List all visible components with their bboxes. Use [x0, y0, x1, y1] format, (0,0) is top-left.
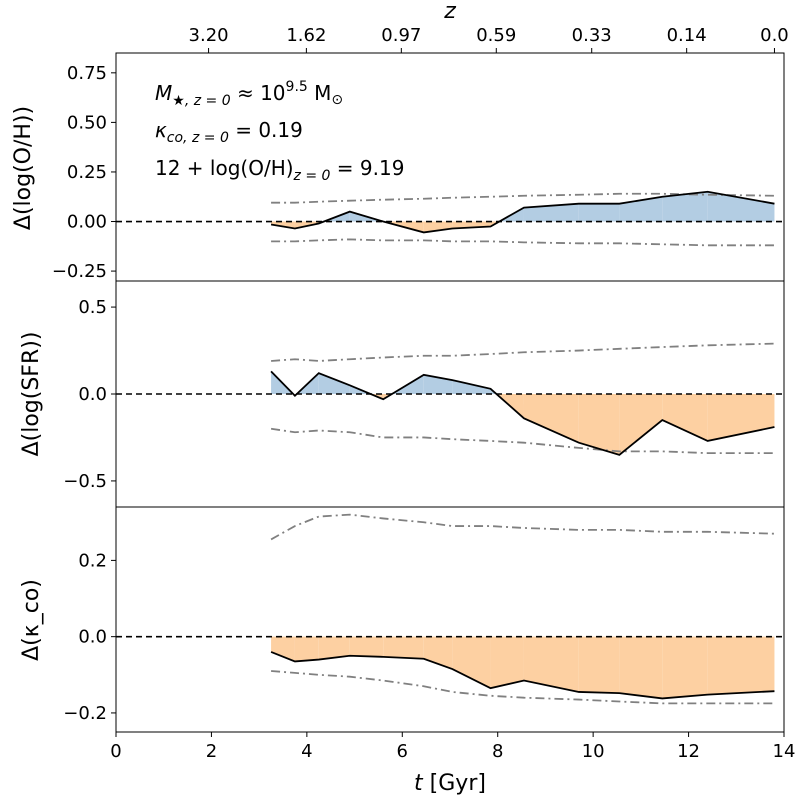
y-axis-label-oh: Δ(log(O/H)) [11, 106, 36, 230]
fill-negative-SFR-8-0 [523, 394, 579, 443]
fill-negative-kappa-12-0 [707, 636, 775, 695]
ztick-label-2: 0.97 [381, 25, 421, 46]
fill-negative-kappa-6-0 [452, 636, 491, 689]
ytick-label-SFR-0: −0.5 [63, 471, 107, 492]
envelope-lower-OH [271, 238, 775, 247]
xtick-label-0: 0 [110, 741, 121, 762]
top-axis-label: z [443, 0, 456, 24]
ytick-label-SFR-2: 0.5 [78, 297, 107, 318]
annotation-mass-unit: M [308, 81, 332, 105]
fill-negative-kappa-2-0 [318, 636, 350, 660]
annotation-mass-prefix: M [155, 81, 172, 105]
xtick-label-4: 8 [492, 741, 503, 762]
fill-negative-kappa-3-0 [349, 636, 384, 657]
fill-negative-kappa-11-0 [662, 636, 708, 699]
y-axis-label-sfr: Δ(log(SFR)) [19, 332, 44, 457]
xtick-label-3: 6 [397, 741, 408, 762]
envelope-upper-kappa [270, 513, 775, 541]
ytick-label-SFR-1: 0.0 [78, 384, 107, 405]
fill-negative-kappa-1-0 [294, 636, 319, 662]
ytick-label-OH-2: 0.25 [67, 162, 107, 183]
ztick-label-3: 0.59 [476, 25, 516, 46]
annotation-metallicity: 12 + log(O/H)z = 0 = 9.19 [155, 156, 404, 184]
ztick-label-5: 0.14 [667, 25, 707, 46]
annotation-mass-sun: ⊙ [331, 92, 343, 108]
annotation-mass-approx: ≈ 10 [231, 81, 286, 105]
fill-negative-kappa-4-0 [383, 636, 424, 659]
fill-negative-SFR-11-0 [662, 394, 708, 441]
xtick-label-6: 12 [677, 741, 700, 762]
data-line-kappa [270, 651, 775, 700]
fill-positive-OH-9-0 [578, 203, 620, 222]
annotation-mass: M★, z = 0 ≈ 109.5 M⊙ [155, 79, 343, 109]
fill-positive-OH-12-0 [707, 191, 775, 222]
panel-OH: −0.25 0.00 0.25 0.50 0.75 [52, 52, 785, 282]
panel-kappa: −0.2 0.0 0.2 [63, 506, 785, 733]
annotation-mass-sub: ★, z = 0 [172, 93, 230, 109]
annotation-kappa-prefix: κ [155, 118, 167, 142]
panel-SFR: −0.5 0.0 0.5 [63, 280, 785, 508]
ytick-label-OH-1: 0.00 [67, 212, 107, 233]
top-axis: 3.20 1.62 0.97 0.59 0.33 0.14 0.0 [189, 25, 789, 53]
xtick-label-1: 2 [206, 741, 217, 762]
x-axis-label-unit: [Gyr] [430, 771, 486, 796]
annotation-metallicity-sub: z = 0 [293, 168, 331, 184]
ytick-label-kappa-2: 0.2 [78, 550, 107, 571]
xtick-label-5: 10 [582, 741, 605, 762]
ztick-label-1: 1.62 [286, 25, 326, 46]
ytick-label-OH-0: −0.25 [52, 261, 107, 282]
annotation-kappa: κco, z = 0 = 0.19 [155, 118, 303, 146]
fill-negative-OH-5-0 [423, 221, 453, 233]
bottom-axis: 0 2 4 6 8 10 12 14 [110, 732, 795, 762]
ytick-label-kappa-0: −0.2 [63, 703, 107, 724]
fill-negative-kappa-8-0 [523, 636, 579, 692]
envelope-upper-SFR [271, 342, 775, 362]
fill-negative-SFR-9-0 [578, 394, 620, 455]
panel-frame-kappa [115, 506, 785, 733]
ytick-label-kappa-1: 0.0 [78, 627, 107, 648]
envelope-lower-kappa [270, 670, 775, 705]
x-axis-label-main: t [414, 771, 424, 796]
fill-negative-SFR-10-0 [619, 394, 663, 455]
fill-positive-SFR-2-0 [318, 373, 350, 394]
annotation-kappa-value: = 0.19 [229, 118, 303, 142]
envelope-upper-OH [271, 192, 775, 204]
xtick-label-2: 4 [301, 741, 312, 762]
fill-positive-SFR-6-0 [452, 380, 491, 394]
x-axis-label: t [Gyr] [414, 771, 486, 796]
annotation-metallicity-prefix: 12 + log(O/H) [155, 156, 294, 180]
annotation-metallicity-value: = 9.19 [330, 156, 404, 180]
fill-negative-kappa-10-0 [619, 636, 663, 699]
panels: −0.25 0.00 0.25 0.50 0.75 −0.5 0.0 0.5 −0.2 0.0 0.… [52, 52, 785, 733]
fill-positive-OH-8-0 [523, 203, 579, 222]
data-line-SFR [270, 370, 775, 456]
fill-positive-OH-10-0 [619, 196, 663, 222]
fill-positive-OH-11-0 [662, 191, 708, 222]
y-axis-label-kappa: Δ(κ_co) [19, 579, 44, 661]
xtick-label-7: 14 [773, 741, 796, 762]
ytick-label-OH-4: 0.75 [67, 63, 107, 84]
ytick-label-OH-3: 0.50 [67, 112, 107, 133]
ztick-label-4: 0.33 [572, 25, 612, 46]
annotation-mass-exp: 9.5 [286, 79, 308, 95]
ztick-label-0: 3.20 [189, 25, 229, 46]
fill-negative-kappa-9-0 [578, 636, 620, 694]
ztick-label-6: 0.0 [760, 25, 789, 46]
fill-negative-SFR-12-0 [707, 394, 775, 441]
annotation-kappa-sub: co, z = 0 [167, 130, 229, 146]
data-line-OH [270, 190, 775, 234]
envelope-lower-SFR [270, 427, 775, 455]
fill-negative-kappa-0-0 [271, 636, 295, 662]
fill-negative-kappa-7-0 [490, 636, 524, 689]
